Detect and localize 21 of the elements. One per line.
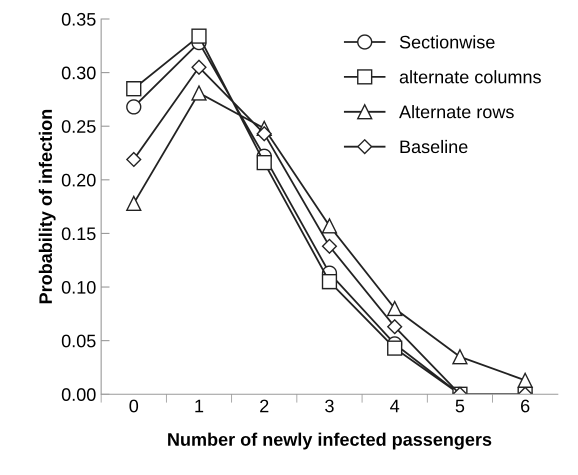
- x-axis-title: Number of newly infected passengers: [168, 432, 492, 450]
- y-tick-label: 0.10: [62, 280, 96, 294]
- y-tick-label: 0.15: [62, 227, 96, 240]
- x-tick-label: 4: [390, 400, 400, 412]
- x-tick-label: 5: [456, 400, 464, 412]
- y-tick-label: 0.35: [62, 12, 96, 26]
- legend-label: alternate columns: [400, 70, 541, 84]
- x-tick-label: 6: [521, 400, 530, 412]
- legend-label: Sectionwise: [400, 35, 495, 49]
- y-tick-label: 0.20: [62, 174, 96, 187]
- y-tick-label: 0.05: [62, 334, 96, 348]
- x-tick-label: 0: [129, 400, 138, 412]
- y-axis-title: Probability of infection: [38, 110, 56, 304]
- y-tick-label: 0.30: [62, 66, 96, 80]
- y-tick-label: 0.25: [62, 120, 96, 133]
- x-tick-label: 2: [260, 400, 268, 412]
- y-tick-label: 0.00: [62, 388, 96, 401]
- legend-label: Alternate rows: [399, 105, 514, 118]
- x-tick-label: 1: [195, 400, 204, 412]
- x-tick-label: 3: [325, 400, 334, 412]
- legend-label: Baseline: [400, 140, 468, 154]
